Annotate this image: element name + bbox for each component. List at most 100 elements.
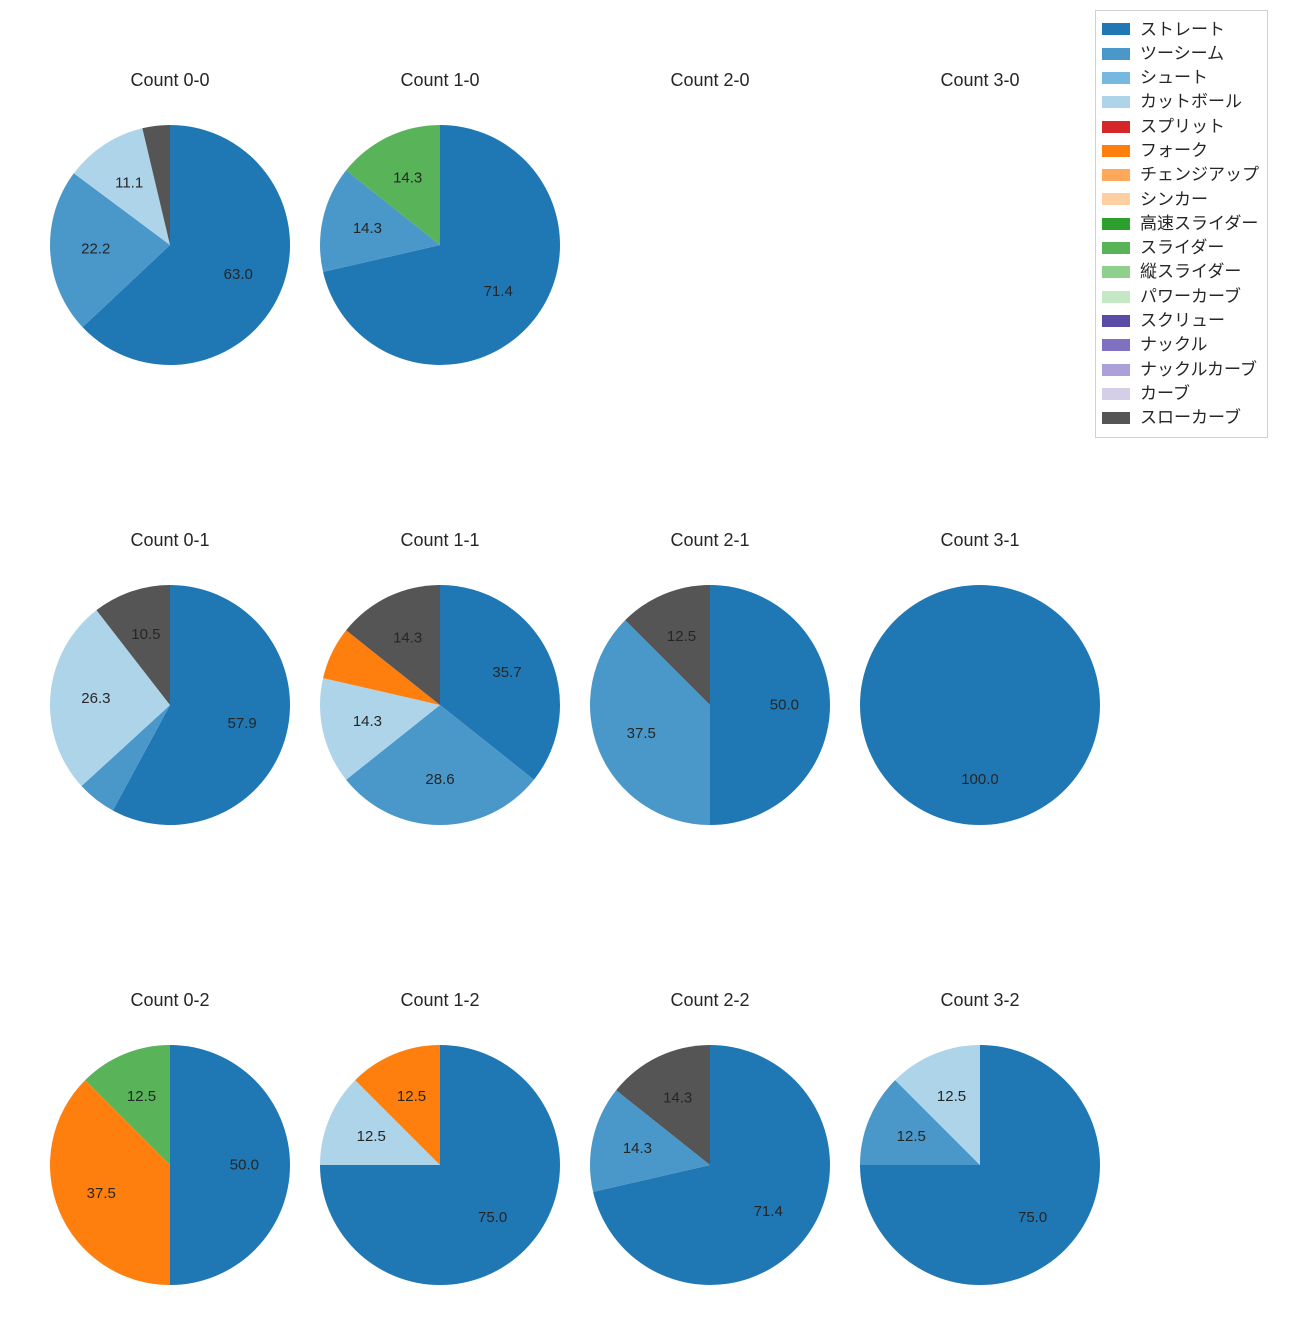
legend-swatch (1102, 96, 1130, 108)
pie-slice-label: 75.0 (478, 1209, 507, 1226)
legend-swatch (1102, 48, 1130, 60)
pie-slice-label: 22.2 (81, 241, 110, 258)
legend-label: ナックルカーブ (1140, 358, 1257, 382)
chart-grid: Count 0-0 63.0 22.2 11.1 Count 1-0 71.4 14.3 14… (0, 0, 1300, 1300)
panel-title: Count 2-1 (580, 530, 840, 551)
legend-swatch (1102, 315, 1130, 327)
pie-slice-label: 50.0 (770, 697, 799, 714)
legend-label: フォーク (1140, 139, 1208, 163)
legend-label: シンカー (1140, 188, 1208, 212)
pie-chart: 75.0 12.5 12.5 (310, 1035, 570, 1295)
pie-slice-label: 63.0 (224, 266, 253, 283)
legend-item-slowcurve: スローカーブ (1102, 406, 1259, 430)
legend-swatch (1102, 242, 1130, 254)
legend-item-hslider: 高速スライダー (1102, 212, 1259, 236)
pie-slice-label: 50.0 (230, 1157, 259, 1174)
legend-label: スクリュー (1140, 309, 1225, 333)
legend-swatch (1102, 193, 1130, 205)
legend-swatch (1102, 218, 1130, 230)
legend-swatch (1102, 23, 1130, 35)
legend-label: ツーシーム (1140, 42, 1224, 66)
pie-slice-label: 12.5 (357, 1128, 386, 1145)
legend-item-fork: フォーク (1102, 139, 1259, 163)
panel-title: Count 1-0 (310, 70, 570, 91)
pie-slice-label: 14.3 (393, 169, 422, 186)
legend-label: スライダー (1140, 236, 1224, 260)
pie-chart: 63.0 22.2 11.1 (40, 115, 300, 375)
legend-label: カットボール (1140, 90, 1242, 114)
pie-slice-label: 12.5 (667, 628, 696, 645)
legend-label: スプリット (1140, 115, 1225, 139)
panel-c02: Count 0-250.037.512.5 (40, 990, 300, 1330)
panel-title: Count 0-1 (40, 530, 300, 551)
legend-label: カーブ (1140, 382, 1190, 406)
legend-item-knucklecurve: ナックルカーブ (1102, 358, 1259, 382)
pie-slice-label: 28.6 (425, 771, 454, 788)
legend-swatch (1102, 266, 1130, 278)
legend-item-split: スプリット (1102, 115, 1259, 139)
pie-chart: 57.926.310.5 (40, 575, 300, 835)
legend-item-cutball: カットボール (1102, 90, 1259, 114)
pie-slice-label: 12.5 (937, 1088, 966, 1105)
panel-title: Count 3-2 (850, 990, 1110, 1011)
panel-c10: Count 1-071.414.314.3 (310, 70, 570, 410)
panel-c00: Count 0-0 63.0 22.2 11.1 (40, 70, 300, 410)
panel-c32: Count 3-2 75.0 12.5 12.5 (850, 990, 1110, 1330)
panel-c30: Count 3-0 (850, 70, 1110, 410)
legend-label: スローカーブ (1140, 406, 1241, 430)
panel-c21: Count 2-1 50.0 37.5 12.5 (580, 530, 840, 870)
legend-label: パワーカーブ (1140, 285, 1241, 309)
pie-slice-label: 11.1 (115, 174, 143, 191)
panel-title: Count 2-0 (580, 70, 840, 91)
panel-c31: Count 3-1 100.0 (850, 530, 1110, 870)
pie-chart: 71.414.314.3 (310, 115, 570, 375)
panel-title: Count 3-1 (850, 530, 1110, 551)
pie-slice-label: 35.7 (492, 664, 521, 681)
legend-item-knuckle: ナックル (1102, 333, 1259, 357)
legend: ストレートツーシームシュートカットボールスプリットフォークチェンジアップシンカー… (1095, 10, 1268, 438)
legend-label: ストレート (1140, 18, 1225, 42)
pie-slice-label: 12.5 (127, 1088, 156, 1105)
legend-label: 縦スライダー (1140, 260, 1241, 284)
pie-slice-label: 100.0 (961, 771, 999, 788)
pie-slice-label: 75.0 (1018, 1209, 1047, 1226)
legend-item-shoot: シュート (1102, 66, 1259, 90)
legend-swatch (1102, 412, 1130, 424)
pie-slice-label: 37.5 (627, 725, 656, 742)
pie-slice-label: 12.5 (897, 1128, 926, 1145)
panel-c01: Count 0-157.926.310.5 (40, 530, 300, 870)
pie-chart: 35.7 28.6 14.3 14.3 (310, 575, 570, 835)
panel-title: Count 1-2 (310, 990, 570, 1011)
legend-item-slider: スライダー (1102, 236, 1259, 260)
legend-swatch (1102, 145, 1130, 157)
pie-slice-label: 26.3 (81, 690, 110, 707)
panel-title: Count 3-0 (850, 70, 1110, 91)
pie-slice-label: 14.3 (353, 220, 382, 237)
panel-title: Count 0-0 (40, 70, 300, 91)
legend-label: 高速スライダー (1140, 212, 1258, 236)
legend-swatch (1102, 388, 1130, 400)
pie-chart: 75.0 12.5 12.5 (850, 1035, 1110, 1295)
legend-swatch (1102, 121, 1130, 133)
legend-item-twoseam: ツーシーム (1102, 42, 1259, 66)
pie-slice-label: 14.3 (353, 713, 382, 730)
legend-item-sinker: シンカー (1102, 188, 1259, 212)
pie-chart (850, 115, 1110, 375)
legend-swatch (1102, 291, 1130, 303)
legend-item-vslider: 縦スライダー (1102, 260, 1259, 284)
panel-title: Count 1-1 (310, 530, 570, 551)
legend-item-changeup: チェンジアップ (1102, 163, 1259, 187)
legend-swatch (1102, 169, 1130, 181)
pie-chart: 100.0 (850, 575, 1110, 835)
legend-swatch (1102, 339, 1130, 351)
pie-slice-label: 12.5 (397, 1088, 426, 1105)
legend-swatch (1102, 364, 1130, 376)
pie-slice-label: 71.4 (754, 1203, 783, 1220)
pie-slice-label: 14.3 (393, 629, 422, 646)
pie-slice-label: 10.5 (131, 626, 160, 643)
panel-c22: Count 2-271.414.314.3 (580, 990, 840, 1330)
legend-item-straight: ストレート (1102, 18, 1259, 42)
legend-label: チェンジアップ (1140, 163, 1259, 187)
panel-title: Count 2-2 (580, 990, 840, 1011)
pie-slice-straight (860, 585, 1100, 825)
